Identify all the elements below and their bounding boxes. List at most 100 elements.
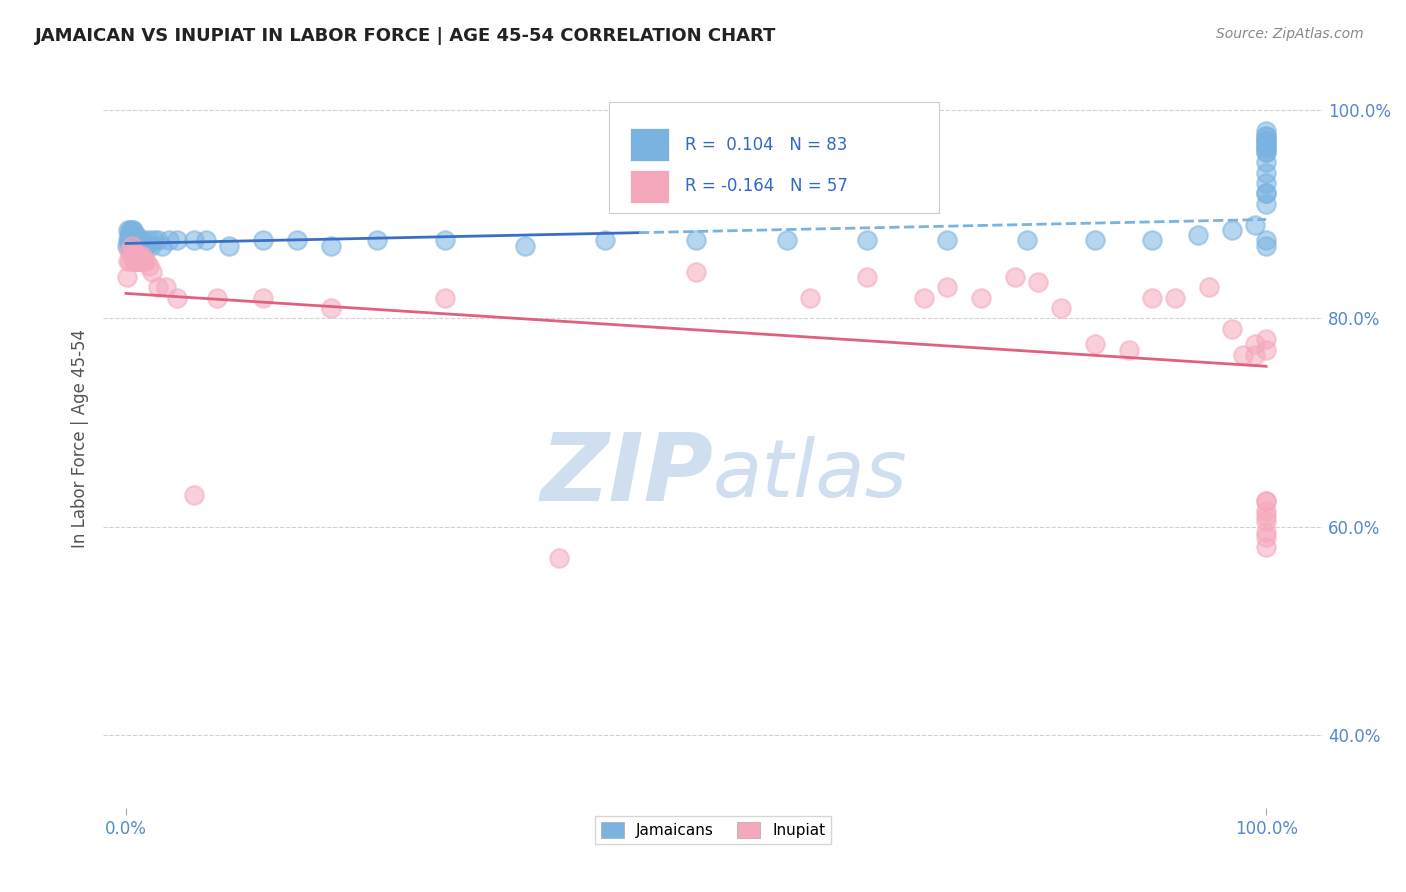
Point	[134, 254, 156, 268]
Point	[935, 233, 957, 247]
Point	[1256, 166, 1278, 180]
FancyBboxPatch shape	[630, 169, 669, 202]
Point	[285, 233, 308, 247]
Point	[1026, 275, 1049, 289]
Point	[1220, 223, 1243, 237]
Point	[157, 233, 180, 247]
Point	[121, 238, 143, 252]
Point	[1256, 176, 1278, 190]
Legend: Jamaicans, Inupiat: Jamaicans, Inupiat	[595, 816, 831, 845]
Point	[1256, 493, 1278, 508]
Point	[118, 238, 141, 252]
Point	[1256, 233, 1278, 247]
Point	[124, 254, 146, 268]
Point	[120, 238, 142, 252]
Point	[1256, 186, 1278, 201]
Point	[146, 233, 169, 247]
Point	[1256, 135, 1278, 149]
Point	[127, 254, 149, 268]
Point	[1256, 145, 1278, 159]
Point	[135, 254, 157, 268]
Point	[132, 233, 155, 247]
Point	[138, 260, 160, 274]
Point	[434, 291, 457, 305]
Point	[127, 233, 149, 247]
Point	[118, 228, 141, 243]
Text: R = -0.164   N = 57: R = -0.164 N = 57	[685, 178, 848, 195]
Point	[593, 233, 616, 247]
Point	[121, 233, 143, 247]
Point	[141, 264, 163, 278]
Point	[1256, 238, 1278, 252]
Point	[118, 244, 141, 258]
Text: ZIP: ZIP	[540, 429, 713, 521]
Point	[121, 244, 143, 258]
Point	[115, 269, 138, 284]
Point	[128, 238, 150, 252]
Point	[132, 254, 155, 268]
Point	[183, 488, 205, 502]
Point	[252, 233, 274, 247]
Point	[128, 249, 150, 263]
Point	[129, 233, 152, 247]
Point	[127, 244, 149, 258]
Point	[321, 301, 343, 315]
Point	[1256, 135, 1278, 149]
Point	[194, 233, 217, 247]
Point	[970, 291, 993, 305]
Point	[125, 238, 148, 252]
Point	[122, 228, 145, 243]
Point	[122, 249, 145, 263]
Text: JAMAICAN VS INUPIAT IN LABOR FORCE | AGE 45-54 CORRELATION CHART: JAMAICAN VS INUPIAT IN LABOR FORCE | AGE…	[35, 27, 776, 45]
Point	[1232, 348, 1254, 362]
FancyBboxPatch shape	[609, 102, 939, 212]
Point	[321, 238, 343, 252]
Point	[1256, 332, 1278, 346]
Point	[366, 233, 388, 247]
Point	[121, 249, 143, 263]
Text: Source: ZipAtlas.com: Source: ZipAtlas.com	[1216, 27, 1364, 41]
Point	[125, 254, 148, 268]
Point	[1187, 228, 1209, 243]
Point	[1256, 186, 1278, 201]
Point	[143, 233, 166, 247]
Text: atlas: atlas	[713, 436, 908, 514]
Point	[1243, 218, 1265, 232]
Point	[1256, 139, 1278, 153]
FancyBboxPatch shape	[630, 128, 669, 161]
Point	[1220, 322, 1243, 336]
Point	[205, 291, 228, 305]
Point	[121, 223, 143, 237]
Point	[1084, 337, 1107, 351]
Point	[134, 238, 156, 252]
Point	[434, 233, 457, 247]
Point	[1256, 493, 1278, 508]
Point	[121, 233, 143, 247]
Point	[1256, 530, 1278, 544]
Point	[121, 238, 143, 252]
Point	[138, 233, 160, 247]
Point	[122, 254, 145, 268]
Point	[131, 249, 153, 263]
Point	[1256, 515, 1278, 529]
Y-axis label: In Labor Force | Age 45-54: In Labor Force | Age 45-54	[72, 328, 89, 548]
Point	[1198, 280, 1220, 294]
Point	[121, 223, 143, 237]
Point	[776, 233, 799, 247]
Point	[1140, 233, 1163, 247]
Point	[121, 244, 143, 258]
Point	[1164, 291, 1187, 305]
Point	[1015, 233, 1038, 247]
Point	[124, 233, 146, 247]
Point	[115, 238, 138, 252]
Point	[117, 223, 139, 237]
Point	[120, 233, 142, 247]
Point	[1256, 135, 1278, 149]
Point	[166, 291, 188, 305]
Point	[1004, 269, 1026, 284]
Point	[117, 233, 139, 247]
Point	[548, 550, 571, 565]
Point	[1256, 139, 1278, 153]
Point	[1256, 343, 1278, 357]
Point	[132, 244, 155, 258]
